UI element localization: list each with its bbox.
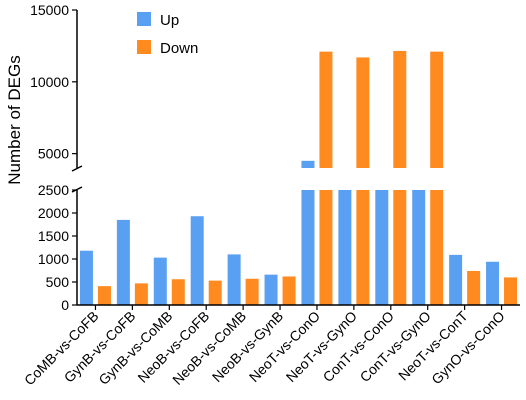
y-tick-label: 15000: [30, 2, 69, 18]
bar-up-cont-vs-cono-lower: [375, 190, 389, 305]
y-tick-label: 5000: [38, 146, 69, 162]
bar-up-neot-vs-cono-lower: [301, 190, 315, 305]
y-tick-label: 500: [46, 274, 70, 290]
y-tick-label: 2500: [38, 182, 69, 198]
bar-down-neob-vs-gynb: [282, 276, 296, 305]
bar-up-comb-vs-cofb: [79, 250, 93, 305]
bar-up-neob-vs-comb: [227, 254, 241, 305]
bar-down-cont-vs-gyno-lower: [430, 190, 444, 305]
bar-down-gynb-vs-comb: [171, 279, 185, 305]
legend-swatch-down: [137, 40, 151, 54]
bar-up-gynb-vs-comb: [153, 257, 167, 305]
bar-down-neob-vs-cofb: [208, 280, 222, 305]
legend-label-down: Down: [160, 40, 198, 57]
bar-up-neob-vs-gynb: [264, 274, 278, 305]
bar-up-neot-vs-cono-upper: [301, 160, 315, 168]
legend-label-up: Up: [160, 12, 179, 29]
bar-down-gyno-vs-cono: [504, 277, 518, 305]
bar-up-neob-vs-cofb: [190, 216, 204, 305]
y-tick-label: 10000: [30, 74, 69, 90]
y-tick-label: 0: [61, 297, 69, 313]
axis-break-mark: [71, 165, 83, 172]
y-axis-label: Number of DEGs: [5, 55, 24, 184]
bar-down-cont-vs-cono-upper: [393, 50, 407, 168]
bar-down-cont-vs-gyno-upper: [430, 51, 444, 169]
bar-down-neot-vs-gyno-upper: [356, 57, 370, 168]
y-tick-label: 2000: [38, 205, 69, 221]
bar-up-cont-vs-gyno-lower: [412, 190, 426, 305]
bar-down-cont-vs-cono-lower: [393, 190, 407, 305]
y-tick-label: 1500: [38, 228, 69, 244]
legend-swatch-up: [137, 12, 151, 26]
bar-down-neot-vs-cono-upper: [319, 51, 333, 169]
bar-down-neob-vs-comb: [245, 278, 259, 305]
bar-up-gynb-vs-cofb: [116, 219, 130, 305]
legend: Up Down: [137, 12, 198, 57]
bar-up-gyno-vs-cono: [486, 261, 500, 305]
bar-down-comb-vs-cofb: [97, 286, 111, 305]
bar-down-gynb-vs-cofb: [134, 283, 148, 305]
bar-up-neot-vs-gyno-lower: [338, 190, 352, 305]
bar-up-neot-vs-cont: [449, 254, 463, 305]
bar-down-neot-vs-cono-lower: [319, 190, 333, 305]
bar-down-neot-vs-cont: [467, 270, 481, 305]
bar-down-neot-vs-gyno-lower: [356, 190, 370, 305]
y-tick-label: 1000: [38, 251, 69, 267]
